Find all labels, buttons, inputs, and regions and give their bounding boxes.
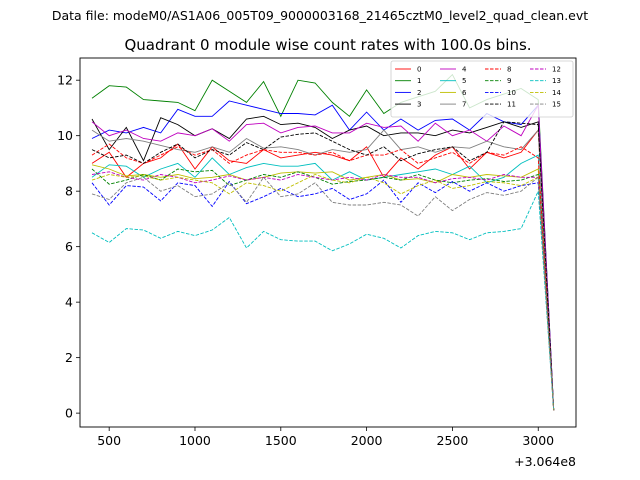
series-line-14 [91,174,555,411]
legend-label-2: 2 [417,89,421,97]
x-tick-label-2500: 2500 [437,433,469,448]
legend-label-10: 10 [507,89,516,97]
series-line-1 [91,73,555,411]
series-line-11 [91,121,555,411]
series-line-3 [91,115,555,411]
legend-label-8: 8 [507,66,511,74]
plot-frame [79,57,577,428]
legend-label-6: 6 [462,89,467,97]
legend-frame [390,60,574,118]
legend-label-15: 15 [552,101,561,109]
series-line-15 [91,176,555,411]
y-tick-label-4: 4 [65,295,73,310]
series-line-5 [91,154,555,411]
legend-label-7: 7 [462,101,466,109]
x-tick-label-1000: 1000 [179,433,211,448]
x-tick-label-2000: 2000 [351,433,383,448]
x-offset-label: +3.064e8 [514,454,576,469]
series-line-9 [91,168,555,411]
series-layer [91,73,555,411]
y-tick-label-8: 8 [65,184,73,199]
series-line-10 [91,179,555,411]
y-tick-label-10: 10 [57,128,73,143]
series-line-13 [91,191,555,411]
legend-label-12: 12 [552,66,561,74]
y-tick-label-12: 12 [57,73,73,88]
legend-label-0: 0 [417,66,421,74]
series-line-12 [91,171,555,411]
legend-label-1: 1 [417,77,421,85]
series-line-6 [91,164,555,411]
legend-label-4: 4 [462,66,467,74]
series-line-4 [91,103,555,411]
x-tick-label-3000: 3000 [522,433,554,448]
legend-label-11: 11 [507,101,516,109]
x-tick-label-1500: 1500 [265,433,297,448]
legend-label-3: 3 [417,101,421,109]
legend-label-14: 14 [552,89,561,97]
series-line-8 [91,143,555,411]
series-line-7 [91,128,555,411]
legend-label-13: 13 [552,77,561,85]
chart-suptitle: Data file: modeM0/AS1A06_005T09_90000031… [52,8,588,23]
chart-title: Quadrant 0 module wise count rates with … [124,36,531,54]
legend-label-9: 9 [507,77,511,85]
series-line-2 [91,100,555,411]
y-tick-label-6: 6 [65,239,73,254]
y-tick-label-2: 2 [65,350,73,365]
x-tick-label-500: 500 [97,433,121,448]
y-tick-label-0: 0 [65,406,73,421]
legend-label-5: 5 [462,77,466,85]
